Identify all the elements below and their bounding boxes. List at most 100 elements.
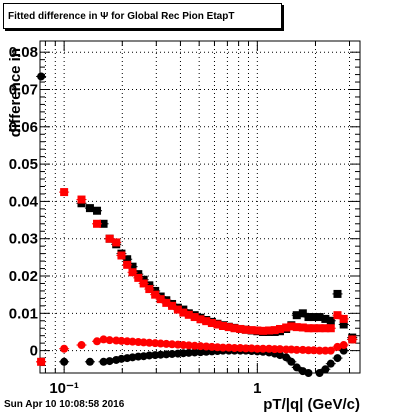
data-point-square	[333, 289, 342, 298]
data-point-circle	[218, 343, 227, 352]
data-point-square	[236, 324, 245, 333]
data-point-circle	[287, 357, 296, 366]
date-stamp: Sun Apr 10 10:08:58 2016	[4, 399, 125, 410]
data-point-square	[60, 188, 69, 197]
data-point-square	[162, 298, 171, 307]
data-point-square	[77, 195, 86, 204]
chart-title-box: Fitted difference in Ψ for Global Rec Pi…	[3, 3, 282, 29]
data-point-circle	[139, 338, 148, 347]
data-point-circle	[60, 357, 69, 366]
y-tick-label: 0.02	[9, 268, 38, 285]
data-point-circle	[333, 354, 342, 363]
data-point-square	[134, 273, 143, 282]
data-point-circle	[105, 357, 114, 366]
data-point-square	[292, 323, 301, 332]
data-point-square	[184, 310, 193, 319]
y-tick-label: 0.05	[9, 156, 38, 173]
data-point-square	[298, 309, 307, 318]
data-point-square	[207, 319, 216, 328]
x-tick-label: 10⁻¹	[49, 380, 79, 397]
data-point-square	[93, 219, 102, 228]
data-point-square	[139, 279, 148, 288]
data-point-circle	[145, 338, 154, 347]
data-point-square	[93, 206, 102, 215]
x-tick-label: 1	[253, 380, 261, 397]
data-point-circle	[128, 337, 137, 346]
data-point-square	[85, 204, 94, 213]
data-point-square	[196, 315, 205, 324]
data-point-circle	[105, 336, 114, 345]
data-point-circle	[259, 344, 268, 353]
y-tick-label: 0.08	[9, 44, 38, 61]
data-point-square	[123, 260, 132, 269]
y-tick-label: 0.01	[9, 305, 38, 322]
data-point-circle	[37, 72, 46, 81]
y-tick-label: 0.04	[9, 193, 39, 210]
data-point-square	[168, 301, 177, 310]
y-axis-title: difference in	[7, 48, 24, 137]
data-point-square	[112, 238, 121, 247]
data-point-circle	[162, 350, 171, 359]
data-point-circle	[85, 357, 94, 366]
data-point-circle	[190, 341, 199, 350]
data-point-square	[321, 314, 330, 323]
data-point-circle	[339, 346, 348, 355]
data-point-circle	[99, 357, 108, 366]
data-point-square	[123, 255, 132, 264]
data-point-square	[304, 324, 313, 333]
data-point-circle	[241, 344, 250, 353]
data-point-circle	[315, 346, 324, 355]
data-point-circle	[196, 342, 205, 351]
data-point-circle	[168, 340, 177, 349]
data-point-circle	[275, 345, 284, 354]
data-point-square	[287, 322, 296, 331]
data-point-square	[128, 268, 137, 277]
data-point-circle	[77, 341, 86, 350]
data-point-square	[292, 311, 301, 320]
plot-frame	[39, 40, 361, 374]
data-point-square	[315, 324, 324, 333]
data-point-circle	[339, 341, 348, 350]
data-point-circle	[196, 348, 205, 357]
data-point-square	[179, 308, 188, 317]
data-point-square	[333, 311, 342, 320]
data-point-square	[99, 219, 108, 228]
y-tick-label: 0.06	[9, 119, 38, 136]
data-point-square	[275, 324, 284, 333]
data-point-circle	[230, 344, 239, 353]
data-point-circle	[37, 357, 46, 366]
data-point-circle	[321, 365, 330, 374]
data-point-square	[259, 326, 268, 335]
data-point-circle	[202, 342, 211, 351]
data-point-circle	[162, 339, 171, 348]
data-point-square	[282, 323, 291, 332]
data-point-square	[304, 313, 313, 322]
data-point-square	[247, 326, 256, 335]
data-point-square	[339, 314, 348, 323]
data-point-square	[151, 290, 160, 299]
data-point-circle	[292, 363, 301, 372]
data-point-square	[190, 313, 199, 322]
data-point-square	[309, 324, 318, 333]
data-point-square	[321, 324, 330, 333]
data-point-circle	[168, 349, 177, 358]
data-point-square	[117, 251, 126, 260]
data-point-circle	[190, 348, 199, 357]
data-point-circle	[298, 345, 307, 354]
data-point-circle	[117, 336, 126, 345]
data-point-circle	[309, 346, 318, 355]
data-point-square	[309, 313, 318, 322]
data-point-square	[105, 234, 114, 243]
y-tick-label: 0	[30, 343, 38, 360]
data-point-square	[326, 324, 335, 333]
data-point-square	[145, 285, 154, 294]
data-point-circle	[184, 348, 193, 357]
data-point-circle	[145, 351, 154, 360]
data-point-square	[241, 325, 250, 334]
data-point-square	[315, 313, 324, 322]
data-point-circle	[315, 369, 324, 377]
data-point-square	[339, 320, 348, 329]
data-point-circle	[282, 353, 291, 362]
data-point-square	[270, 326, 279, 335]
data-point-circle	[99, 335, 108, 344]
